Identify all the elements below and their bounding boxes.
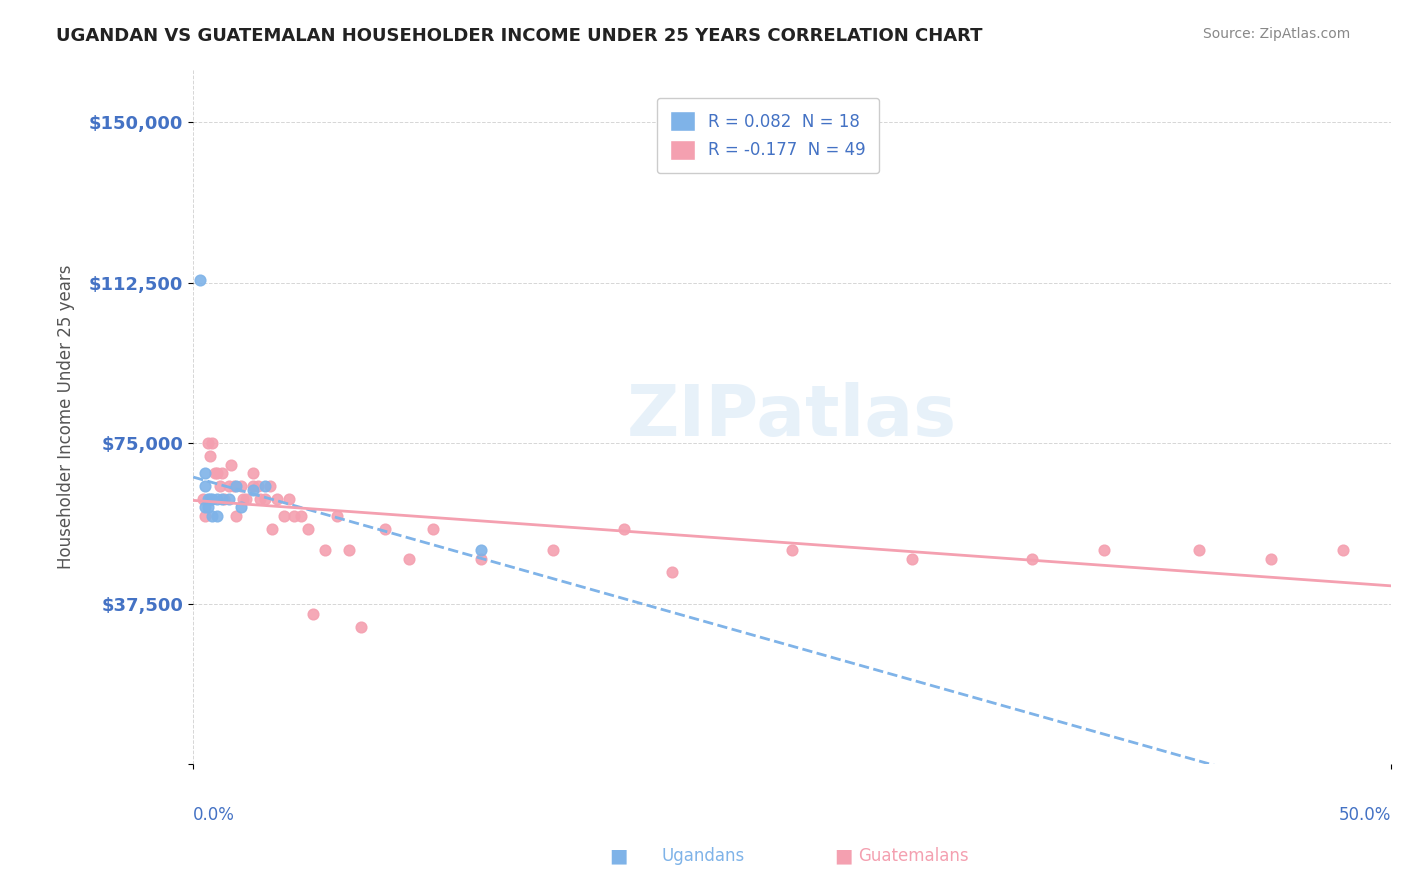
- Point: [225, 508, 247, 523]
- Point: [232, 491, 254, 506]
- Point: [218, 491, 240, 506]
- Point: [208, 479, 231, 493]
- Point: [204, 466, 226, 480]
- Point: [197, 491, 219, 506]
- Point: [470, 551, 492, 566]
- Point: [254, 491, 277, 506]
- Point: [259, 479, 281, 493]
- Point: [266, 491, 288, 506]
- Point: [194, 466, 217, 480]
- Point: [201, 436, 224, 450]
- Text: ■: ■: [609, 847, 628, 865]
- Point: [229, 479, 252, 493]
- Point: [222, 479, 245, 493]
- Point: [1092, 543, 1115, 558]
- Point: [901, 551, 924, 566]
- Text: Ugandans: Ugandans: [661, 847, 745, 865]
- Text: 50.0%: 50.0%: [1339, 806, 1391, 824]
- Point: [225, 479, 247, 493]
- Point: [541, 543, 564, 558]
- Point: [314, 543, 336, 558]
- Point: [211, 491, 233, 506]
- Point: [188, 273, 211, 287]
- Point: [337, 543, 360, 558]
- Point: [221, 458, 243, 472]
- Point: [191, 491, 214, 506]
- Text: Source: ZipAtlas.com: Source: ZipAtlas.com: [1202, 27, 1350, 41]
- Text: ■: ■: [834, 847, 853, 865]
- Point: [273, 508, 295, 523]
- Text: UGANDAN VS GUATEMALAN HOUSEHOLDER INCOME UNDER 25 YEARS CORRELATION CHART: UGANDAN VS GUATEMALAN HOUSEHOLDER INCOME…: [56, 27, 983, 45]
- Point: [613, 522, 636, 536]
- Point: [278, 491, 301, 506]
- Point: [201, 508, 224, 523]
- Text: ZIPatlas: ZIPatlas: [627, 382, 957, 450]
- Legend: R = 0.082  N = 18, R = -0.177  N = 49: R = 0.082 N = 18, R = -0.177 N = 49: [657, 98, 879, 173]
- Point: [218, 479, 240, 493]
- Point: [211, 466, 233, 480]
- Point: [194, 479, 217, 493]
- Point: [1188, 543, 1211, 558]
- Point: [205, 508, 228, 523]
- Point: [205, 466, 228, 480]
- Point: [205, 491, 228, 506]
- Point: [290, 508, 312, 523]
- Point: [242, 483, 264, 498]
- Point: [235, 491, 257, 506]
- Point: [229, 500, 252, 515]
- Point: [198, 449, 221, 463]
- Point: [1331, 543, 1354, 558]
- Y-axis label: Householder Income Under 25 years: Householder Income Under 25 years: [58, 264, 75, 568]
- Point: [780, 543, 803, 558]
- Point: [1260, 551, 1282, 566]
- Point: [398, 551, 420, 566]
- Point: [198, 491, 221, 506]
- Point: [374, 522, 396, 536]
- Point: [297, 522, 319, 536]
- Point: [246, 479, 269, 493]
- Point: [201, 491, 224, 506]
- Text: 0.0%: 0.0%: [193, 806, 235, 824]
- Point: [422, 522, 444, 536]
- Point: [350, 620, 373, 634]
- Text: Guatemalans: Guatemalans: [859, 847, 969, 865]
- Point: [302, 607, 325, 622]
- Point: [249, 491, 271, 506]
- Point: [194, 508, 217, 523]
- Point: [254, 479, 277, 493]
- Point: [197, 436, 219, 450]
- Point: [283, 508, 305, 523]
- Point: [214, 491, 236, 506]
- Point: [1021, 551, 1043, 566]
- Point: [262, 522, 284, 536]
- Point: [194, 500, 217, 515]
- Point: [242, 466, 264, 480]
- Point: [326, 508, 349, 523]
- Point: [242, 479, 264, 493]
- Point: [197, 500, 219, 515]
- Point: [470, 543, 492, 558]
- Point: [661, 565, 683, 579]
